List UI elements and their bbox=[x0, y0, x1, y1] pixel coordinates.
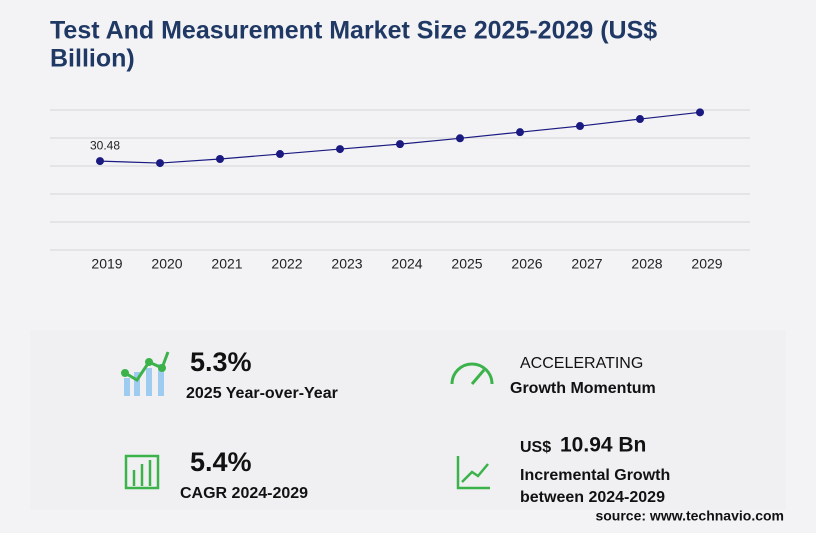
x-tick-label: 2024 bbox=[391, 256, 422, 272]
chart-title: Billion) bbox=[50, 45, 135, 73]
data-label: 30.48 bbox=[90, 138, 120, 152]
point bbox=[156, 159, 164, 168]
stat-label: CAGR 2024-2029 bbox=[180, 485, 308, 502]
x-tick-label: 2027 bbox=[571, 256, 602, 272]
stat-value: 5.4% bbox=[190, 447, 252, 477]
chart-title: Test And Measurement Market Size 2025-20… bbox=[50, 17, 657, 45]
point bbox=[396, 140, 404, 149]
stat-prefix: US$ bbox=[520, 439, 551, 456]
stat-label: Incremental Growth bbox=[520, 467, 670, 484]
x-tick-label: 2021 bbox=[211, 256, 242, 272]
point bbox=[516, 128, 524, 137]
point bbox=[276, 150, 284, 159]
x-tick-label: 2028 bbox=[631, 256, 662, 272]
point bbox=[336, 145, 344, 154]
x-tick-label: 2020 bbox=[151, 256, 182, 272]
x-tick-label: 2029 bbox=[691, 256, 722, 272]
x-tick-label: 2022 bbox=[271, 256, 302, 272]
plot: 2019 2020 2021 2022 2023 2024 2025 2026 2027 2028… bbox=[50, 108, 750, 272]
stat-value: ACCELERATING bbox=[520, 355, 643, 372]
point bbox=[456, 134, 464, 143]
stat-value: 10.94 Bn bbox=[560, 434, 646, 457]
stats-panel bbox=[30, 330, 786, 510]
stat-label: between 2024-2029 bbox=[520, 489, 665, 506]
icon bbox=[456, 456, 490, 490]
point bbox=[96, 157, 104, 166]
stat-value: 5.3% bbox=[190, 347, 252, 377]
icon bbox=[121, 351, 170, 396]
stat-label: Growth Momentum bbox=[510, 380, 656, 397]
point bbox=[636, 115, 644, 124]
point bbox=[696, 108, 704, 117]
stat-label: 2025 Year-over-Year bbox=[186, 385, 338, 402]
icon bbox=[450, 362, 494, 385]
point bbox=[576, 122, 584, 131]
point bbox=[216, 155, 224, 163]
source: source: www.technavio.com bbox=[595, 508, 784, 524]
icon bbox=[124, 454, 160, 490]
x-tick-label: 2019 bbox=[91, 256, 122, 272]
x-tick-label: 2025 bbox=[451, 256, 482, 272]
x-tick-label: 2026 bbox=[511, 256, 542, 272]
x-tick-label: 2023 bbox=[331, 256, 362, 272]
